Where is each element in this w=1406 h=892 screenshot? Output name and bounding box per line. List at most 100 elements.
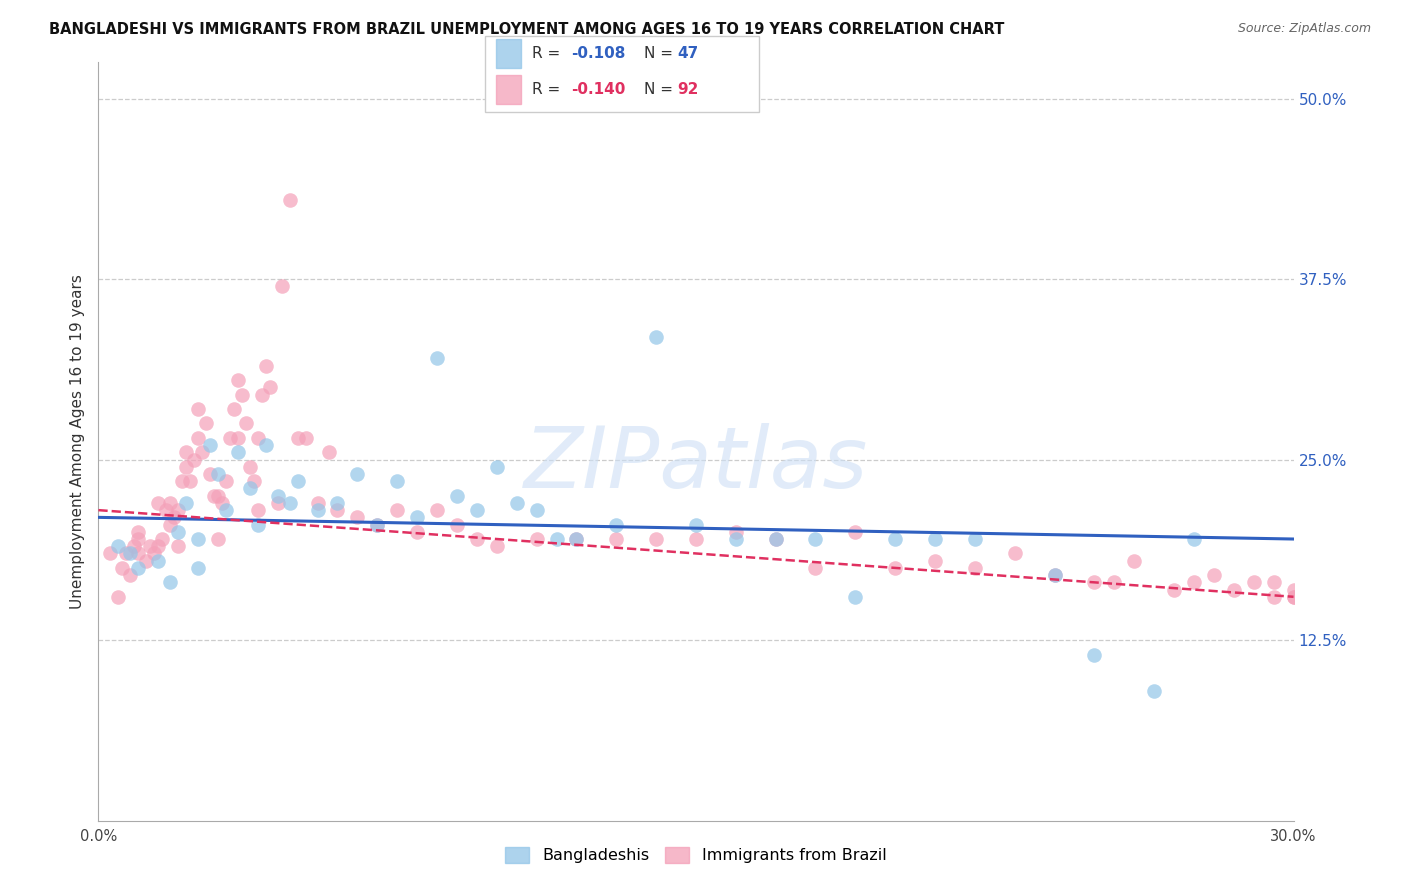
Point bbox=[139, 539, 162, 553]
Point bbox=[183, 452, 205, 467]
Point bbox=[287, 431, 309, 445]
Point bbox=[1282, 590, 1305, 604]
Point bbox=[685, 517, 707, 532]
Point bbox=[202, 489, 225, 503]
Point bbox=[884, 561, 907, 575]
Point bbox=[174, 459, 197, 474]
Point bbox=[963, 561, 986, 575]
Point bbox=[222, 402, 245, 417]
Point bbox=[924, 554, 946, 568]
Point bbox=[366, 517, 388, 532]
Point bbox=[259, 380, 281, 394]
Point bbox=[207, 532, 229, 546]
Point bbox=[1143, 683, 1166, 698]
Point bbox=[191, 445, 214, 459]
Point bbox=[326, 503, 349, 517]
Point bbox=[844, 590, 866, 604]
Point bbox=[645, 532, 668, 546]
Point bbox=[426, 351, 449, 366]
Point bbox=[250, 387, 273, 401]
Point bbox=[1123, 554, 1146, 568]
Point bbox=[159, 575, 181, 590]
Point bbox=[179, 475, 201, 489]
Text: R =: R = bbox=[531, 82, 565, 97]
Point bbox=[127, 524, 149, 539]
Point bbox=[605, 517, 627, 532]
Text: Source: ZipAtlas.com: Source: ZipAtlas.com bbox=[1237, 22, 1371, 36]
Point bbox=[1182, 575, 1205, 590]
Point bbox=[143, 546, 166, 560]
Point bbox=[645, 330, 668, 344]
Point bbox=[278, 193, 301, 207]
Point bbox=[465, 532, 488, 546]
Point bbox=[187, 532, 209, 546]
Point bbox=[155, 503, 177, 517]
Point bbox=[246, 431, 269, 445]
Point bbox=[526, 532, 548, 546]
Point bbox=[207, 489, 229, 503]
Point bbox=[172, 475, 194, 489]
Point bbox=[187, 402, 209, 417]
Point bbox=[167, 539, 190, 553]
Point bbox=[326, 496, 349, 510]
Point bbox=[159, 517, 181, 532]
Point bbox=[446, 489, 468, 503]
Point bbox=[1043, 568, 1066, 582]
Point bbox=[385, 503, 409, 517]
Point bbox=[318, 445, 340, 459]
Point bbox=[366, 517, 388, 532]
Point bbox=[174, 496, 197, 510]
Point bbox=[406, 510, 429, 524]
Point bbox=[198, 438, 221, 452]
Point bbox=[235, 417, 257, 431]
Text: ZIPatlas: ZIPatlas bbox=[524, 423, 868, 506]
Point bbox=[294, 431, 316, 445]
Point bbox=[565, 532, 588, 546]
Point bbox=[465, 503, 488, 517]
Point bbox=[239, 482, 262, 496]
Point bbox=[127, 561, 149, 575]
Point bbox=[724, 532, 747, 546]
Point bbox=[546, 532, 568, 546]
Text: R =: R = bbox=[531, 46, 565, 62]
Point bbox=[406, 524, 429, 539]
Point bbox=[163, 510, 186, 524]
Point bbox=[307, 496, 329, 510]
Point bbox=[765, 532, 787, 546]
Point bbox=[1263, 575, 1285, 590]
Point bbox=[385, 475, 409, 489]
Point bbox=[804, 561, 827, 575]
Point bbox=[150, 532, 173, 546]
Point bbox=[254, 438, 277, 452]
Point bbox=[120, 568, 142, 582]
Point bbox=[765, 532, 787, 546]
Text: N =: N = bbox=[644, 46, 678, 62]
Point bbox=[685, 532, 707, 546]
Text: 92: 92 bbox=[678, 82, 699, 97]
Point bbox=[565, 532, 588, 546]
Point bbox=[307, 503, 329, 517]
Point bbox=[724, 524, 747, 539]
Point bbox=[148, 496, 170, 510]
Point bbox=[226, 431, 249, 445]
Point bbox=[254, 359, 277, 373]
Point bbox=[107, 539, 129, 553]
Point bbox=[1004, 546, 1026, 560]
Point bbox=[1083, 648, 1105, 662]
Point bbox=[1202, 568, 1225, 582]
Point bbox=[246, 517, 269, 532]
Point bbox=[215, 503, 238, 517]
Point bbox=[231, 387, 253, 401]
Point bbox=[1083, 575, 1105, 590]
Point bbox=[1163, 582, 1185, 597]
Point bbox=[127, 546, 149, 560]
Point bbox=[267, 496, 290, 510]
Point bbox=[804, 532, 827, 546]
Point bbox=[148, 554, 170, 568]
Point bbox=[963, 532, 986, 546]
Point bbox=[243, 475, 266, 489]
Point bbox=[1182, 532, 1205, 546]
Point bbox=[1243, 575, 1265, 590]
Point bbox=[111, 561, 134, 575]
Point bbox=[198, 467, 221, 481]
